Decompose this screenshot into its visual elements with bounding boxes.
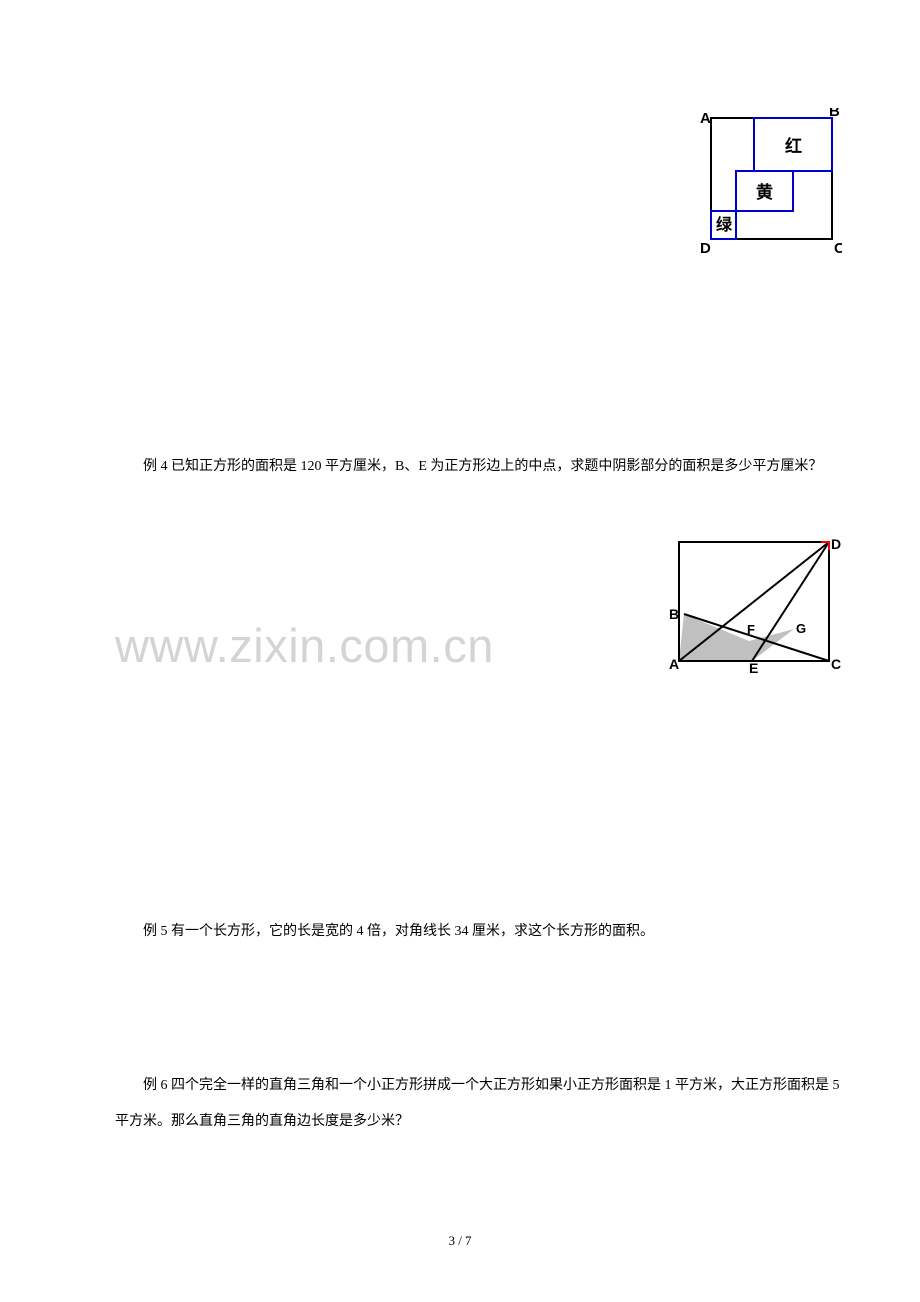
- label-b: B: [829, 108, 840, 120]
- line-de: [752, 542, 829, 661]
- label-green: 绿: [716, 215, 733, 234]
- page-content: A B C D 红 黄 绿 例 4 已知正方形的面积是 120 平方厘米，B、E…: [115, 0, 842, 1302]
- label2-e: E: [749, 660, 758, 673]
- figure2-svg: A B C D E F G: [669, 539, 842, 673]
- page-footer: 3 / 7: [0, 1233, 920, 1249]
- label2-d: D: [831, 539, 841, 552]
- problem4-label: 例 4: [143, 459, 168, 474]
- label-red: 红: [785, 136, 802, 156]
- problem4-body: 已知正方形的面积是 120 平方厘米，B、E 为正方形边上的中点，求题中阴影部分…: [168, 459, 823, 474]
- label2-b: B: [669, 606, 679, 622]
- figure1-container: A B C D 红 黄 绿: [694, 108, 842, 258]
- label2-a: A: [669, 656, 679, 672]
- problem4-text: 例 4 已知正方形的面积是 120 平方厘米，B、E 为正方形边上的中点，求题中…: [115, 449, 842, 485]
- figure1-svg: A B C D 红 黄 绿: [694, 108, 842, 258]
- label-d: D: [700, 240, 711, 257]
- problem5: 例 5 有一个长方形，它的长是宽的 4 倍，对角线长 34 厘米，求这个长方形的…: [115, 914, 842, 950]
- problem6-label: 例 6: [143, 1078, 168, 1093]
- label-a: A: [700, 110, 711, 127]
- label2-c: C: [831, 656, 841, 672]
- problem6-body: 四个完全一样的直角三角和一个小正方形拼成一个大正方形如果小正方形面积是 1 平方…: [115, 1078, 840, 1129]
- label2-f: F: [747, 622, 755, 637]
- label2-g: G: [796, 621, 806, 636]
- problem5-body: 有一个长方形，它的长是宽的 4 倍，对角线长 34 厘米，求这个长方形的面积。: [168, 924, 655, 939]
- figure2-container: A B C D E F G: [669, 539, 842, 673]
- label-c: C: [834, 240, 842, 257]
- problem6: 例 6 四个完全一样的直角三角和一个小正方形拼成一个大正方形如果小正方形面积是 …: [115, 1068, 842, 1141]
- problem5-text: 例 5 有一个长方形，它的长是宽的 4 倍，对角线长 34 厘米，求这个长方形的…: [115, 914, 842, 950]
- problem6-text: 例 6 四个完全一样的直角三角和一个小正方形拼成一个大正方形如果小正方形面积是 …: [115, 1068, 842, 1141]
- problem5-label: 例 5: [143, 924, 168, 939]
- label-yellow: 黄: [756, 182, 773, 202]
- problem4: 例 4 已知正方形的面积是 120 平方厘米，B、E 为正方形边上的中点，求题中…: [115, 449, 842, 485]
